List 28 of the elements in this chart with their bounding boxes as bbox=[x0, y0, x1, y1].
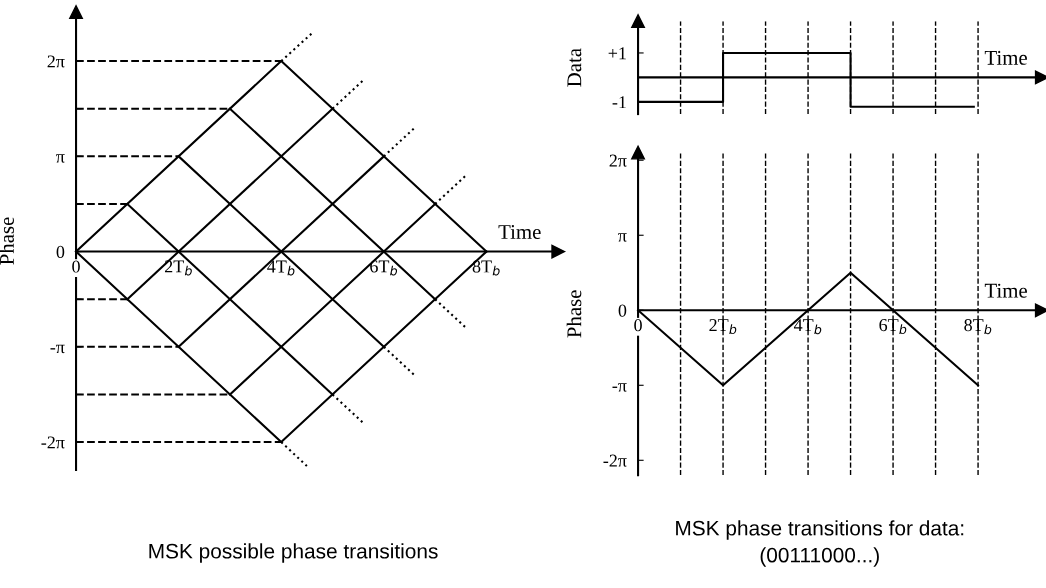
y-tick-label: -π bbox=[612, 383, 627, 392]
y-tick-label: -2π bbox=[603, 454, 627, 467]
text: MSK possible phase transitions bbox=[149, 543, 438, 563]
y-tick-label: 2π bbox=[609, 154, 627, 167]
x-tick-label: 0 bbox=[72, 260, 80, 273]
y-tick-label: π bbox=[56, 154, 65, 163]
x-tick-label: 4T$_{b}$ bbox=[267, 260, 295, 276]
x-tick-label: 0 bbox=[634, 319, 642, 332]
y-axis-title: Data bbox=[567, 48, 582, 87]
x-tick-label: 6T$_{b}$ bbox=[879, 319, 907, 335]
x-axis-title: Time bbox=[984, 283, 1027, 298]
x-tick-label: 8T$_{b}$ bbox=[964, 319, 992, 335]
y-tick-label: 2π bbox=[47, 55, 65, 68]
y-tick-label: -1 bbox=[612, 96, 626, 109]
y-tick-label: -2π bbox=[41, 436, 65, 449]
y-axis-title: Phase bbox=[566, 290, 582, 338]
x-tick-label: 4T$_{b}$ bbox=[793, 319, 822, 335]
x-axis-title: Time bbox=[984, 50, 1027, 65]
y-tick-label: 0 bbox=[618, 304, 627, 317]
x-tick-label: 2T$_{b}$ bbox=[164, 260, 192, 276]
y-axis-title: Phase bbox=[0, 217, 14, 265]
y-tick-label: π bbox=[618, 233, 627, 242]
y-tick-label: -π bbox=[50, 344, 65, 354]
text: MSK phase transitions for data: (00111000...) bbox=[676, 520, 964, 567]
y-tick-label: +1 bbox=[608, 47, 626, 60]
y-tick-label: 0 bbox=[56, 245, 65, 259]
x-axis-title: Time bbox=[498, 225, 541, 240]
x-tick-label: 2T$_{b}$ bbox=[709, 319, 737, 335]
